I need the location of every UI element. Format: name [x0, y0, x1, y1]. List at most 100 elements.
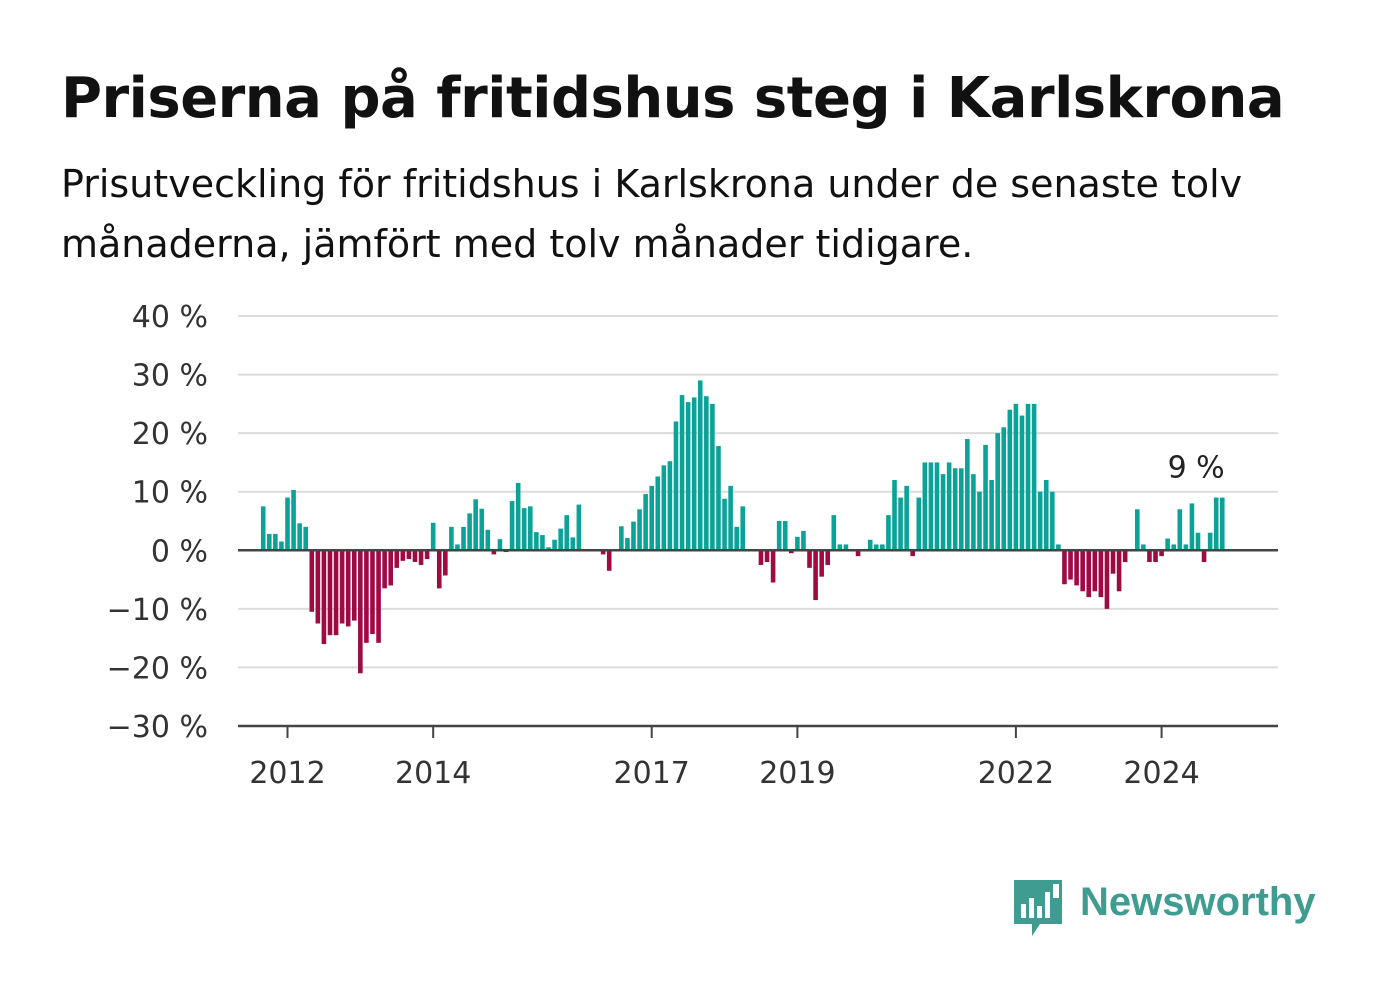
bar [1062, 550, 1067, 585]
bar [1171, 544, 1177, 551]
bar [1019, 415, 1025, 551]
bar [1043, 480, 1049, 551]
bar [673, 421, 679, 551]
bar [697, 380, 703, 551]
bar [904, 485, 909, 551]
x-axis-ticks: 2012 2014 2017 2019 2022 2024 [249, 726, 1200, 791]
bar [491, 550, 497, 555]
bar [430, 522, 436, 551]
bar [382, 550, 387, 589]
bar [977, 491, 982, 551]
bar [515, 482, 521, 551]
bar [1110, 550, 1116, 574]
bar [1098, 550, 1104, 598]
bar [801, 530, 806, 551]
bar [619, 526, 624, 551]
bar [649, 485, 654, 551]
bar [910, 550, 916, 557]
bar [722, 498, 727, 551]
bar [770, 550, 776, 583]
bar [370, 550, 375, 635]
bar [1025, 403, 1031, 551]
bar [867, 539, 873, 551]
bar [327, 550, 333, 636]
bar [273, 533, 278, 551]
bar [449, 526, 454, 551]
bar [436, 550, 442, 589]
bar [558, 528, 563, 551]
bar [831, 515, 837, 551]
bar [934, 462, 940, 551]
bar [1050, 491, 1055, 551]
bar [1153, 550, 1158, 562]
bar [1056, 544, 1061, 551]
bar [1141, 544, 1146, 551]
bar [928, 462, 934, 551]
bar [473, 499, 478, 551]
bar [898, 497, 903, 551]
bar [1068, 550, 1073, 580]
bar [1104, 550, 1110, 609]
bar [704, 396, 709, 551]
bar [807, 550, 812, 568]
bar [873, 544, 879, 551]
bar [685, 402, 691, 551]
bar [734, 526, 739, 551]
bar [940, 474, 946, 551]
bar [564, 515, 570, 551]
bar [497, 539, 503, 551]
bar [813, 550, 818, 601]
bar [1037, 491, 1043, 551]
bar [782, 521, 788, 551]
bar [606, 550, 612, 571]
bar [795, 536, 800, 551]
bar [364, 550, 369, 643]
brand-name: Newsworthy [1080, 880, 1316, 924]
bar [1177, 509, 1183, 551]
bar [534, 532, 539, 551]
bar [1147, 550, 1152, 562]
bar [1135, 509, 1140, 551]
bar [339, 550, 345, 624]
bar [1201, 550, 1207, 562]
x-tick-label: 2019 [759, 756, 835, 791]
bar [394, 550, 400, 568]
bar [916, 497, 922, 551]
bar [376, 550, 381, 643]
bar [1007, 409, 1013, 551]
bar [509, 501, 515, 551]
bar [667, 461, 673, 551]
bar [285, 497, 290, 551]
bar [297, 523, 302, 551]
bar [1013, 403, 1019, 551]
bar [892, 480, 897, 551]
bar [321, 550, 327, 644]
bar [661, 465, 667, 551]
bar [789, 550, 794, 554]
x-tick-label: 2014 [395, 756, 471, 791]
bar [776, 521, 782, 551]
bar [358, 550, 363, 674]
bar [351, 550, 357, 621]
bar [266, 533, 272, 551]
bar [886, 515, 891, 551]
bar [418, 550, 424, 565]
bar [819, 550, 824, 577]
bar [333, 550, 339, 636]
bar [467, 513, 472, 551]
bar [1159, 550, 1164, 557]
bar [643, 494, 648, 551]
bar [740, 506, 746, 551]
y-tick-label: 10 % [132, 476, 208, 511]
bar-chart: 40 %30 %20 %10 %0 %−10 %−20 %−30 % 2012 2… [107, 300, 1278, 791]
bar [576, 504, 582, 551]
y-tick-label: −20 % [107, 651, 208, 686]
bar [958, 468, 964, 551]
bar [679, 395, 685, 551]
bar [825, 550, 831, 565]
x-tick-label: 2024 [1123, 756, 1199, 791]
bar [880, 544, 885, 551]
bar [570, 537, 576, 551]
bar [971, 474, 976, 551]
bar [631, 521, 636, 551]
